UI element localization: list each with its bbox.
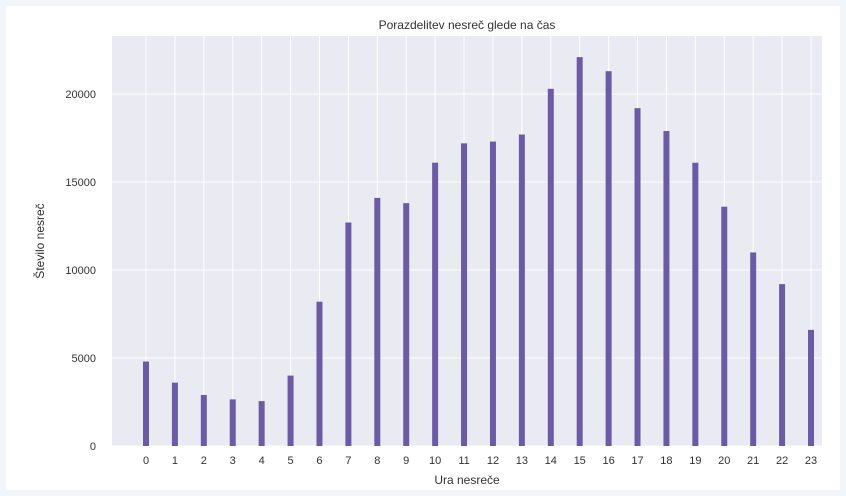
x-tick-label: 21 bbox=[747, 455, 759, 467]
bar-hour-11 bbox=[461, 143, 468, 446]
y-axis-title: Število nesreč bbox=[32, 203, 47, 278]
x-tick-label: 10 bbox=[429, 455, 441, 467]
x-tick-label: 1 bbox=[172, 455, 178, 467]
x-tick-label: 3 bbox=[230, 455, 236, 467]
bar-hour-9 bbox=[403, 203, 410, 446]
x-axis-title: Ura nesreče bbox=[434, 473, 500, 487]
x-tick-label: 22 bbox=[776, 455, 788, 467]
bar-hour-16 bbox=[605, 71, 612, 447]
y-tick-label: 20000 bbox=[65, 89, 96, 101]
bar-hour-17 bbox=[634, 108, 641, 446]
y-tick-label: 5000 bbox=[72, 353, 96, 365]
bar-hour-14 bbox=[547, 88, 554, 446]
bar-hour-23 bbox=[808, 329, 814, 446]
x-tick-label: 2 bbox=[201, 455, 207, 467]
x-tick-label: 11 bbox=[458, 455, 469, 467]
y-tick-label: 10000 bbox=[65, 265, 96, 277]
bar-hour-4 bbox=[258, 401, 265, 446]
x-tick-label: 20 bbox=[718, 455, 730, 467]
x-tick-label: 18 bbox=[660, 455, 672, 467]
chart-title: Porazdelitev nesreč glede na čas bbox=[379, 18, 556, 32]
bar-hour-20 bbox=[721, 206, 728, 446]
x-tick-label: 8 bbox=[374, 455, 380, 467]
bar-hour-2 bbox=[200, 394, 207, 446]
bar-hour-0 bbox=[143, 361, 149, 446]
chart-figure: 0 5000 10000 15000 20000 0 1 2 3 4 5 6 7 8 9 10 11 12 13 1… bbox=[6, 6, 840, 490]
bar-hour-15 bbox=[576, 57, 583, 447]
y-tick-label: 0 bbox=[90, 441, 96, 453]
x-tick-label: 16 bbox=[602, 455, 614, 467]
x-tick-label: 13 bbox=[516, 455, 528, 467]
y-tick-label: 15000 bbox=[65, 177, 96, 189]
x-tick-label: 7 bbox=[345, 455, 351, 467]
bar-hour-19 bbox=[692, 162, 699, 446]
x-tick-label: 9 bbox=[403, 455, 409, 467]
x-tick-label: 19 bbox=[689, 455, 701, 467]
x-tick-label: 23 bbox=[805, 455, 817, 467]
bar-hour-1 bbox=[171, 382, 178, 446]
y-tick-labels: 0 5000 10000 15000 20000 bbox=[65, 89, 96, 453]
x-tick-label: 14 bbox=[545, 455, 557, 467]
bar-hour-21 bbox=[750, 252, 757, 446]
bar-hour-12 bbox=[489, 141, 496, 446]
x-tick-labels: 0 1 2 3 4 5 6 7 8 9 10 11 12 13 14 15 16 17 18 19 20 21 22 23 bbox=[143, 455, 817, 467]
x-tick-label: 12 bbox=[487, 455, 499, 467]
bar-hour-10 bbox=[432, 162, 439, 446]
bar-hour-13 bbox=[518, 134, 525, 446]
x-tick-label: 15 bbox=[574, 455, 586, 467]
x-tick-label: 0 bbox=[143, 455, 149, 467]
bar-hour-18 bbox=[663, 131, 670, 446]
x-tick-label: 4 bbox=[259, 455, 265, 467]
x-tick-label: 6 bbox=[316, 455, 322, 467]
bar-hour-6 bbox=[316, 301, 323, 446]
x-tick-label: 5 bbox=[288, 455, 294, 467]
bars bbox=[143, 57, 814, 447]
bar-hour-7 bbox=[345, 222, 352, 446]
bar-hour-8 bbox=[374, 197, 381, 446]
bar-hour-3 bbox=[229, 399, 236, 446]
x-tick-label: 17 bbox=[631, 455, 643, 467]
bar-hour-22 bbox=[779, 284, 786, 446]
bar-hour-5 bbox=[287, 375, 294, 446]
